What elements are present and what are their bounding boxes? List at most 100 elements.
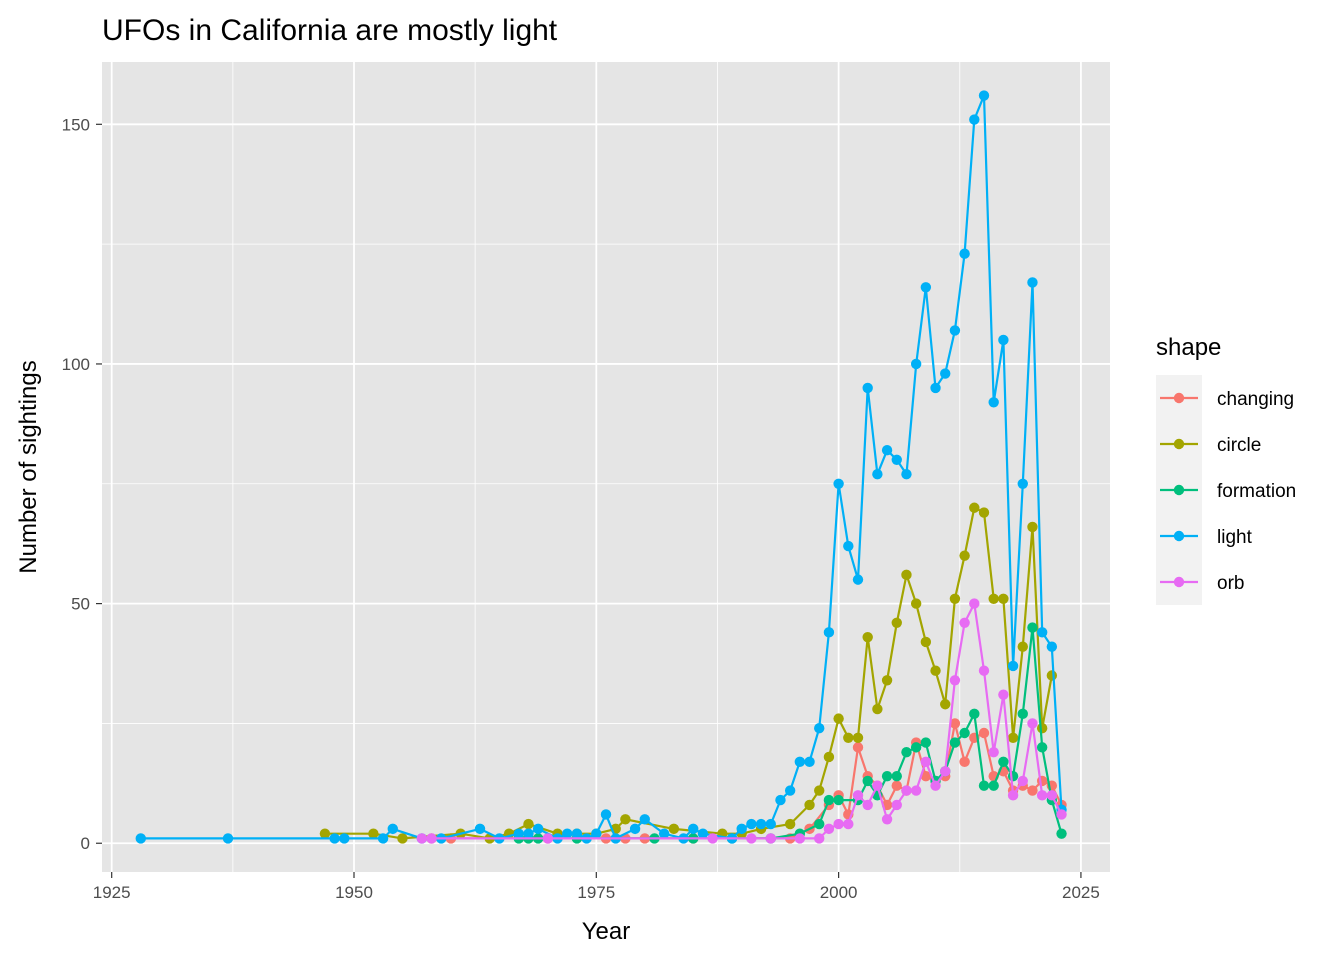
legend-key-point xyxy=(1173,530,1185,542)
series-light xyxy=(135,90,1067,844)
data-point-light xyxy=(1036,627,1048,638)
data-point-light xyxy=(978,90,990,101)
data-point-orb xyxy=(862,799,873,811)
x-tick-label: 1975 xyxy=(577,883,615,902)
data-point-light xyxy=(746,818,757,830)
data-point-circle xyxy=(523,818,534,830)
legend-item-orb: orb xyxy=(1156,559,1244,605)
y-tick-label: 100 xyxy=(62,355,90,374)
data-point-light xyxy=(377,833,389,844)
data-point-orb xyxy=(416,833,428,844)
legend-item-circle: circle xyxy=(1156,421,1261,467)
data-point-circle xyxy=(620,814,631,825)
data-point-circle xyxy=(988,593,999,605)
data-point-light xyxy=(901,468,912,480)
x-tick-label: 2000 xyxy=(820,883,858,902)
data-point-orb xyxy=(542,833,554,844)
data-point-formation xyxy=(1027,622,1038,633)
data-point-changing xyxy=(1036,775,1048,787)
data-point-circle xyxy=(920,636,932,648)
data-point-circle xyxy=(1007,732,1019,743)
series-layer xyxy=(135,90,1067,844)
data-point-light xyxy=(513,828,524,839)
data-point-formation xyxy=(1007,770,1019,782)
data-point-orb xyxy=(1027,718,1038,729)
data-point-orb xyxy=(920,756,932,767)
data-point-circle xyxy=(784,818,796,830)
legend-label-light: light xyxy=(1217,527,1253,548)
data-point-circle xyxy=(1036,723,1048,734)
data-point-orb xyxy=(1017,775,1028,787)
legend-key-point xyxy=(1173,484,1185,496)
data-point-orb xyxy=(930,780,941,791)
data-point-light xyxy=(930,382,941,394)
data-point-orb xyxy=(794,833,806,844)
data-point-light xyxy=(862,382,873,394)
y-tick-label: 150 xyxy=(62,115,90,134)
data-point-orb xyxy=(833,818,844,830)
data-point-formation xyxy=(1056,828,1067,839)
data-point-light xyxy=(814,723,825,734)
axis-layer: 1925 1950 1975 2000 2025 0 50 100 150 xyxy=(62,115,1100,902)
legend-label-formation: formation xyxy=(1217,481,1296,502)
data-point-light xyxy=(969,114,980,125)
data-point-orb xyxy=(940,766,951,777)
data-point-light xyxy=(562,828,573,839)
legend-key-point xyxy=(1173,576,1185,588)
data-point-circle xyxy=(319,828,331,839)
data-point-light xyxy=(823,627,835,638)
data-point-light xyxy=(658,828,670,839)
legend-item-light: light xyxy=(1156,513,1253,559)
data-point-circle xyxy=(823,751,835,763)
data-point-circle xyxy=(1027,521,1038,533)
y-tick-label: 50 xyxy=(71,595,90,614)
data-point-circle xyxy=(969,502,980,513)
data-point-orb xyxy=(1046,790,1058,801)
data-point-circle xyxy=(862,631,873,643)
data-point-formation xyxy=(998,756,1009,767)
data-point-circle xyxy=(1046,670,1058,681)
data-point-light xyxy=(339,833,350,844)
data-point-changing xyxy=(1027,785,1038,796)
data-point-light xyxy=(959,248,970,259)
data-point-orb xyxy=(1007,790,1019,801)
data-point-formation xyxy=(814,818,825,830)
data-point-formation xyxy=(988,780,999,791)
data-point-orb xyxy=(872,780,883,791)
data-point-formation xyxy=(881,770,893,782)
data-point-circle xyxy=(852,732,864,743)
data-point-light xyxy=(1046,641,1058,652)
data-point-changing xyxy=(920,770,932,782)
data-point-orb xyxy=(949,675,961,686)
data-point-circle xyxy=(910,598,922,609)
data-point-light xyxy=(222,833,234,844)
legend-title: shape xyxy=(1156,334,1221,361)
data-point-circle xyxy=(978,507,990,518)
chart-title: UFOs in California are mostly light xyxy=(102,14,558,47)
data-point-light xyxy=(891,454,902,466)
data-point-light xyxy=(523,828,534,839)
data-point-circle xyxy=(804,799,815,811)
legend-label-circle: circle xyxy=(1217,435,1261,456)
data-point-light xyxy=(1017,478,1028,489)
plot-panel xyxy=(102,62,1110,872)
data-point-formation xyxy=(1036,742,1048,753)
data-point-orb xyxy=(969,598,980,609)
data-point-orb xyxy=(978,665,990,676)
legend-key-point xyxy=(1173,392,1185,404)
data-point-light xyxy=(474,823,486,835)
data-point-light xyxy=(998,334,1009,346)
data-point-circle xyxy=(930,665,941,676)
x-tick-label: 2025 xyxy=(1062,883,1100,902)
data-point-light xyxy=(135,833,146,844)
data-point-circle xyxy=(872,703,883,715)
data-point-formation xyxy=(978,780,990,791)
data-point-light xyxy=(387,823,398,835)
data-point-orb xyxy=(823,823,835,835)
data-point-orb xyxy=(998,689,1009,700)
data-point-light xyxy=(571,828,583,839)
legend-item-formation: formation xyxy=(1156,467,1296,513)
data-point-orb xyxy=(814,833,825,844)
